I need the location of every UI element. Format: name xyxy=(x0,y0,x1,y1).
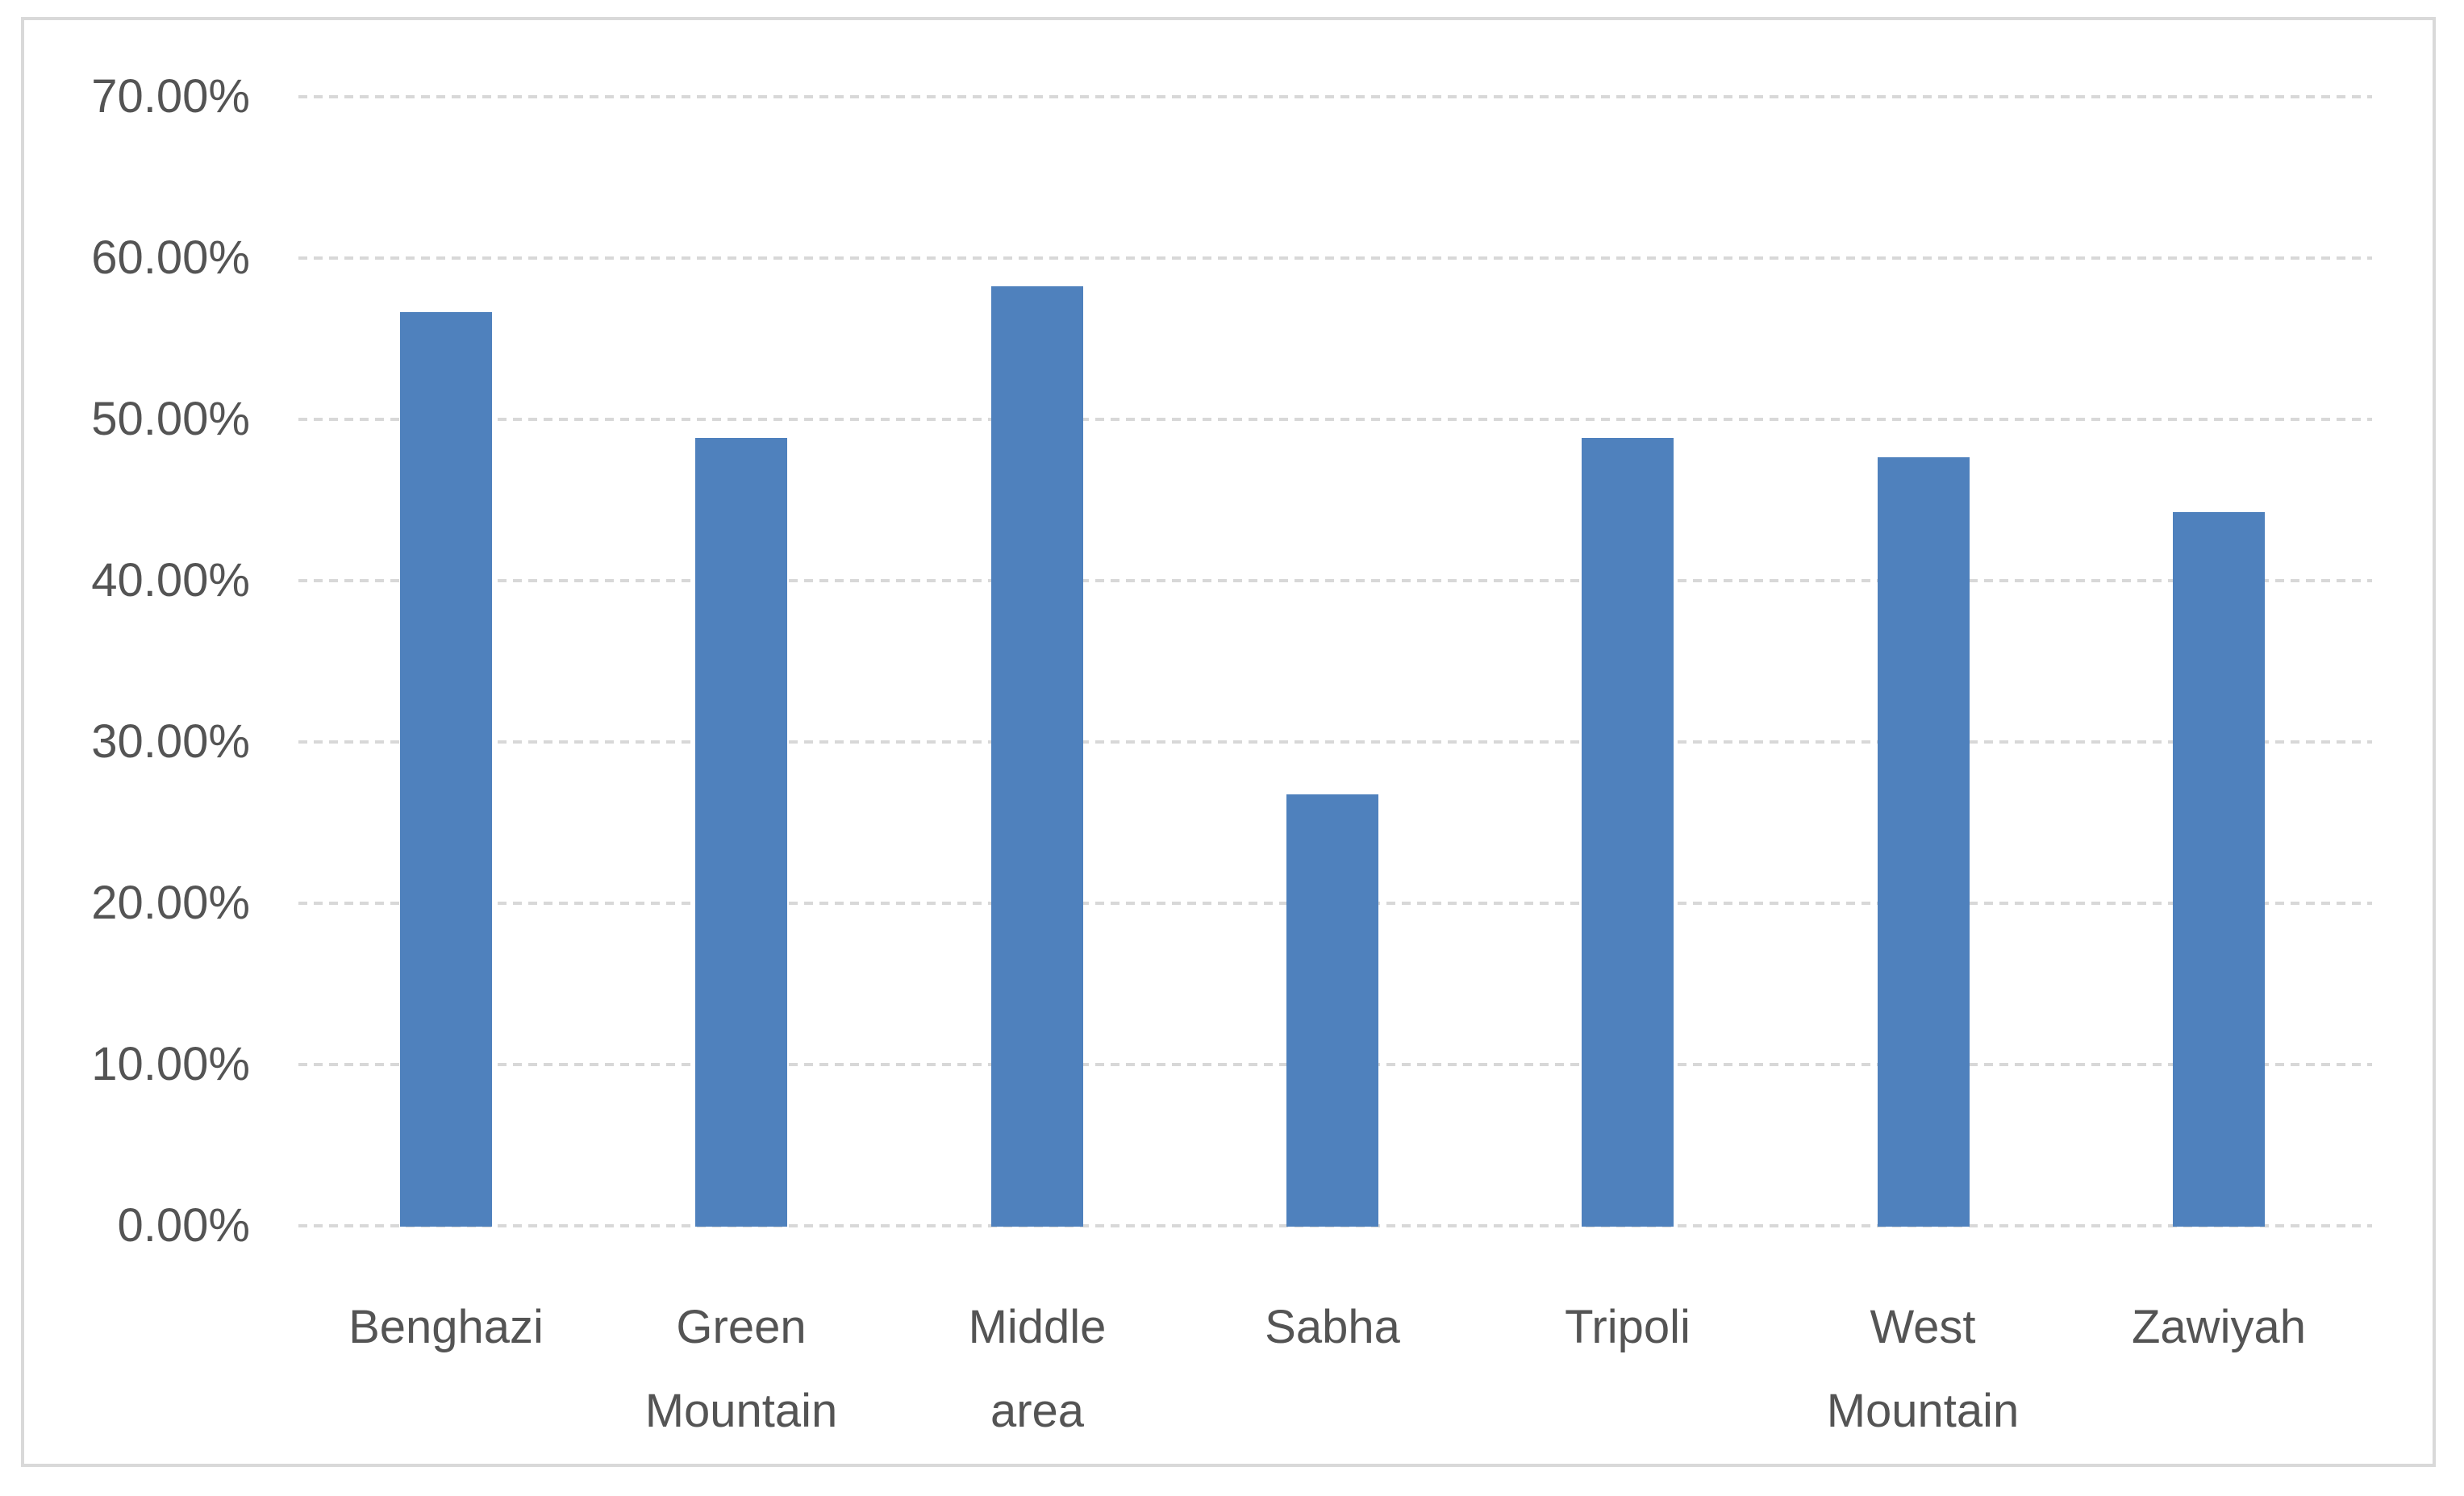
x-category-label-middle-area: Middle area xyxy=(890,1286,1185,1453)
y-tick-label: 20.00% xyxy=(91,877,250,929)
x-category-label-green-mountain: Green Mountain xyxy=(594,1286,889,1453)
gridline-50.00% xyxy=(298,418,2372,421)
bar-tripoli xyxy=(1582,438,1674,1227)
gridline-30.00% xyxy=(298,740,2372,744)
x-category-label-line: area xyxy=(990,1385,1085,1437)
x-category-label-benghazi: Benghazi xyxy=(298,1286,594,1369)
gridline-40.00% xyxy=(298,579,2372,582)
y-tick-label: 60.00% xyxy=(91,231,250,284)
x-category-label-line: Tripoli xyxy=(1565,1301,1691,1353)
gridline-70.00% xyxy=(298,95,2372,98)
bar-benghazi xyxy=(400,312,492,1227)
x-category-label-tripoli: Tripoli xyxy=(1480,1286,1775,1369)
x-category-label-west-mountain: West Mountain xyxy=(1775,1286,2070,1453)
x-category-label-line: Benghazi xyxy=(348,1301,544,1353)
bar-zawiyah xyxy=(2173,512,2265,1227)
bar-green-mountain xyxy=(695,438,787,1227)
bar-middle-area xyxy=(991,286,1083,1227)
x-category-label-sabha: Sabha xyxy=(1185,1286,1480,1369)
y-tick-label: 30.00% xyxy=(91,715,250,768)
x-category-label-zawiyah: Zawiyah xyxy=(2071,1286,2366,1369)
y-tick-label: 10.00% xyxy=(91,1038,250,1090)
x-category-label-line: Zawiyah xyxy=(2132,1301,2306,1353)
x-category-label-line: Sabha xyxy=(1265,1301,1400,1353)
x-category-label-line: Mountain xyxy=(1826,1385,2020,1437)
y-tick-label: 50.00% xyxy=(91,393,250,445)
bar-west-mountain xyxy=(1878,457,1970,1227)
x-category-label-line: West xyxy=(1870,1301,1976,1353)
y-tick-label: 0.00% xyxy=(117,1199,250,1252)
bar-sabha xyxy=(1286,794,1378,1227)
gridline-60.00% xyxy=(298,256,2372,260)
y-tick-label: 40.00% xyxy=(91,554,250,606)
x-category-label-line: Middle xyxy=(968,1301,1107,1353)
x-category-label-line: Green xyxy=(676,1301,807,1353)
x-category-label-line: Mountain xyxy=(644,1385,838,1437)
y-tick-label: 70.00% xyxy=(91,70,250,123)
